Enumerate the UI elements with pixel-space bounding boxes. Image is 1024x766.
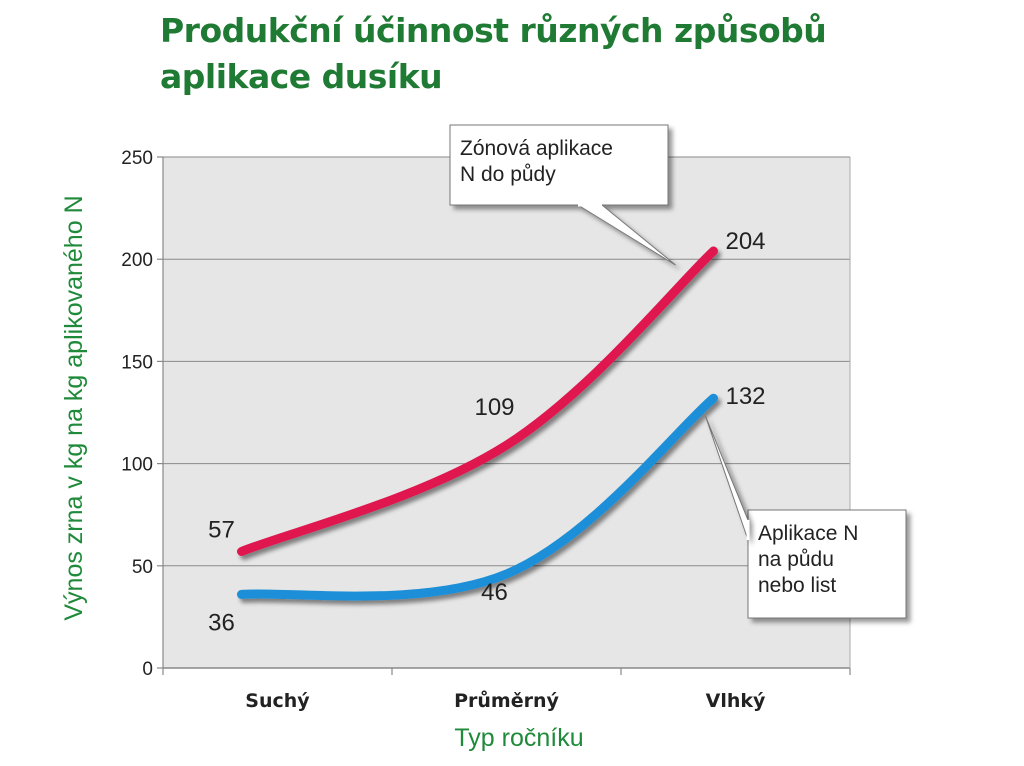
x-axis-category-labels: Suchý Průměrný Vlhký [245, 689, 766, 712]
callout-zonal: Zónová aplikace N do půdy [449, 124, 676, 266]
y-tick-label: 0 [142, 659, 153, 680]
data-label: 57 [208, 516, 235, 543]
plot-area [163, 157, 850, 668]
callout-text-line: Zónová aplikace [460, 137, 613, 160]
series-lines [237, 246, 718, 601]
data-label: 204 [725, 228, 765, 255]
callout-text-line: Aplikace N [758, 522, 858, 545]
chart-title-line-2: aplikace dusíku [160, 57, 443, 96]
data-label: 36 [208, 609, 235, 636]
y-tick-label: 150 [121, 352, 153, 373]
y-tick-label: 100 [121, 455, 153, 476]
data-label: 132 [725, 383, 765, 410]
x-category-label: Suchý [245, 690, 310, 712]
x-axis-title: Typ ročníku [454, 724, 583, 752]
data-labels: 57 109 204 36 46 132 [208, 228, 765, 636]
callout-text-line: na půdu [758, 548, 834, 571]
y-tick-label: 200 [121, 250, 153, 271]
y-tick-label: 50 [132, 557, 153, 578]
callout-text-line: nebo list [758, 574, 836, 597]
series-line-broadcast [237, 393, 718, 601]
data-label: 109 [474, 394, 514, 421]
series-line-zonal [237, 246, 718, 556]
y-tick-label: 250 [121, 148, 153, 169]
callout-text-line: N do půdy [460, 163, 556, 186]
y-axis-title: Výnos zrna v kg na kg aplikovaného N [60, 195, 88, 620]
chart-title-line-1: Produkční účinnost různých způsobů [160, 11, 827, 50]
x-axis-ticks [162, 668, 851, 675]
x-category-label: Průměrný [454, 689, 559, 712]
data-label: 46 [481, 579, 508, 606]
callout-broadcast: Aplikace N na půdu nebo list [705, 416, 907, 619]
y-axis-tick-labels: 0 50 100 150 200 250 [121, 148, 153, 680]
x-category-label: Vlhký [706, 690, 766, 712]
chart-title: Produkční účinnost různých způsobů aplik… [160, 8, 980, 100]
series-callouts: Zónová aplikace N do půdy Aplikace N na půd… [449, 124, 907, 619]
